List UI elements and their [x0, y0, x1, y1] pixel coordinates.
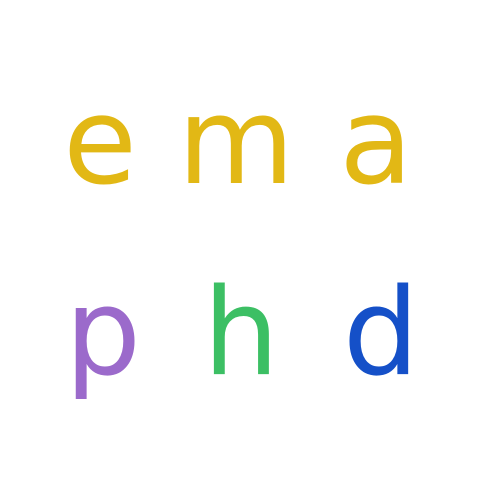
letter-d: d: [343, 264, 419, 403]
letter-e: e: [63, 73, 137, 212]
letter-m: m: [178, 73, 295, 212]
logo-row-bottom: p h d: [65, 264, 419, 403]
letter-h: h: [203, 264, 279, 403]
logo-row-top: e m a: [63, 73, 413, 212]
letter-p: p: [65, 264, 141, 403]
letter-a: a: [339, 73, 413, 212]
